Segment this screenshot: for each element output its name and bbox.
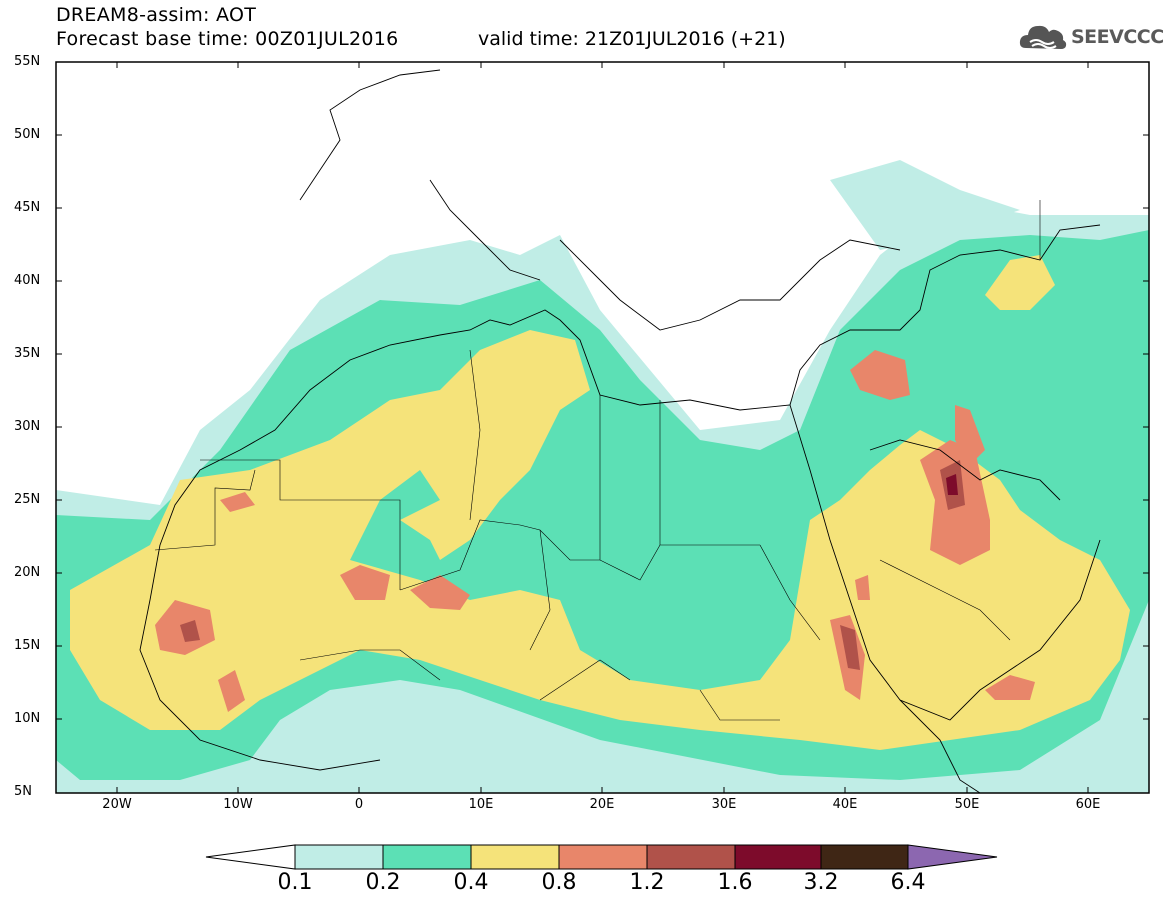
country-borders [154,200,1041,721]
lat-label: 10N [14,711,41,726]
lat-label: 20N [14,565,41,580]
colorbar-label: 0.2 [365,870,401,895]
lat-ticks [56,61,1149,720]
colorbar-label: 1.2 [629,870,665,895]
colorbar-label: 0.4 [453,870,489,895]
colorbar-segment-2 [382,844,472,870]
lon-label: 40E [832,797,858,812]
lat-label: 45N [14,200,41,215]
lat-label: 35N [14,346,41,361]
colorbar-segment-6 [734,844,822,870]
lat-label: 30N [14,419,41,434]
aot-patch-orange-5 [218,670,245,712]
aot-patch-orange-4 [220,492,255,512]
colorbar-segment-3 [470,844,560,870]
aot-patch-orange-3 [410,575,470,610]
map-title: DREAM8-assim: AOT [56,4,257,26]
logo-text: SEEVCCC [1071,26,1164,48]
lon-label: 60E [1075,797,1101,812]
seevccc-logo: SEEVCCC [1018,20,1164,54]
lon-label: 20E [589,797,615,812]
lat-label: 25N [14,492,41,507]
colorbar-segment-4 [558,844,648,870]
aot-patch-darkred [946,474,958,495]
lon-ticks [116,62,1089,793]
lat-label: 40N [14,273,41,288]
colorbar [205,844,998,870]
colorbar-label: 6.4 [890,870,926,895]
aot-patch-brown-1 [180,620,200,642]
aot-patch-orange-sudan [855,575,870,600]
valid-time: valid time: 21Z01JUL2016 (+21) [478,28,786,50]
lat-label: 55N [14,54,41,69]
colorbar-label: 0.8 [541,870,577,895]
aot-patch-brown-3 [840,625,860,670]
lon-label: 10W [223,797,253,812]
colorbar-upper-arrow [907,844,998,870]
lon-label: 0 [354,797,364,812]
colorbar-label: 3.2 [803,870,839,895]
lon-label: 10E [468,797,494,812]
lat-label: 50N [14,127,41,142]
aot-patch-orange-2 [340,565,390,600]
colorbar-lower-arrow [205,844,296,870]
cloud-icon [1019,25,1067,49]
colorbar-label: 0.1 [277,870,313,895]
aot-field [56,62,1149,793]
colorbar-segment-7 [820,844,909,870]
aot-patch-orange-iraq [850,350,910,400]
forecast-base-time: Forecast base time: 00Z01JUL2016 [56,28,399,50]
aot-patch-yellow-caspian [985,255,1055,310]
colorbar-segment-5 [646,844,736,870]
lon-label: 50E [954,797,980,812]
lon-label: 20W [102,797,132,812]
aot-patch-orange-kuwait [955,405,985,465]
lat-label: 15N [14,638,41,653]
aot-band-light-north [830,160,1020,250]
colorbar-label: 1.6 [717,870,753,895]
colorbar-segment-1 [294,844,384,870]
lat-label: 5N [14,784,32,799]
aot-patch-orange-yemen [985,675,1035,700]
lon-label: 30E [711,797,737,812]
